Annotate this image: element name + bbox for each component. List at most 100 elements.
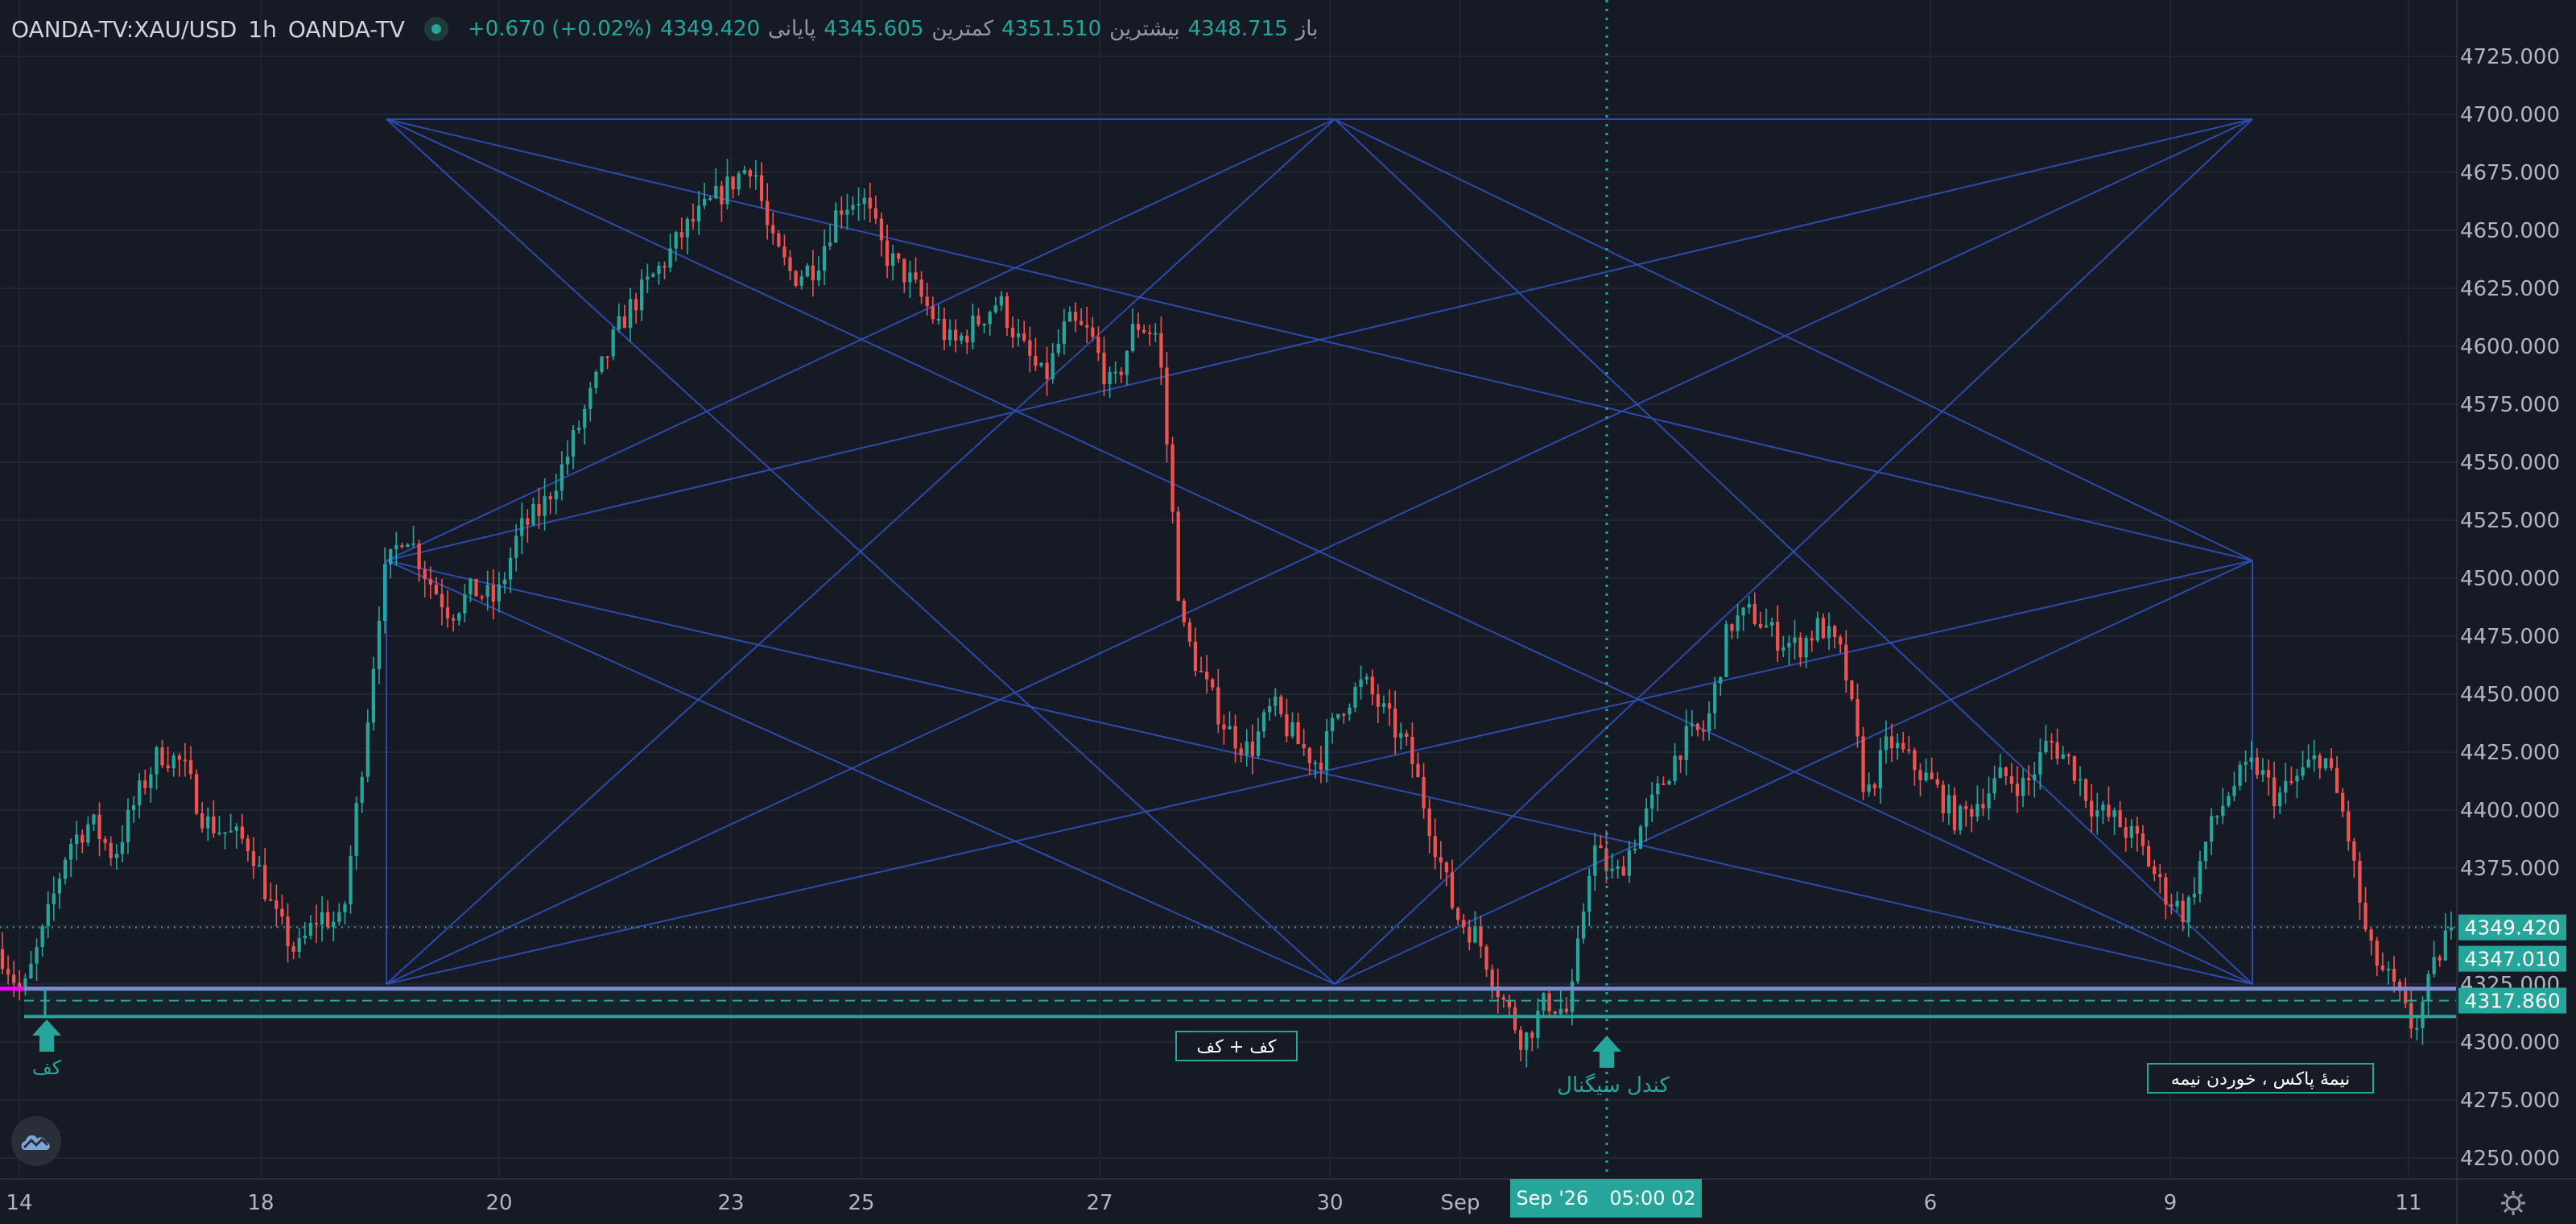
x-tick-label: 9 [2164,1191,2178,1215]
candle-body [23,978,27,989]
candle-body [2443,930,2447,961]
pattern-line [1334,118,2253,561]
candle-body [588,387,592,409]
candle-body [1331,717,1335,731]
y-tick-label: 4375.000 [2460,857,2560,881]
candle-body [1319,763,1323,770]
candle-body [126,810,130,842]
candle-body [611,329,615,357]
candle-body [1684,726,1688,760]
candle-body [748,170,753,176]
candle-body [2438,957,2442,961]
candle-body [1450,872,1455,908]
candle-body [1821,618,1826,639]
candle-body [502,579,507,585]
annotation-box-2: نیمهٔ پاکس ، خوردن نیمه [2147,1063,2374,1094]
settings-gear-icon[interactable] [2499,1189,2528,1218]
candle-body [2021,777,2025,796]
candle-body [1610,868,1614,871]
candle-body [2083,779,2088,801]
candle-body [1080,320,1084,325]
candle-body [1587,875,1591,912]
candle-body [971,315,975,343]
candle-body [1724,624,1728,677]
candle-body [794,271,798,286]
candle-body [777,233,781,247]
candle-body [960,335,964,341]
candle-body [2449,927,2454,931]
candle-body [2415,1028,2419,1030]
candle-body [1130,324,1135,351]
close-label: پایانی [768,17,816,41]
price-label-box [2458,987,2566,1014]
candle-body [1479,926,1483,947]
candle-body [68,844,73,860]
candle-body [1484,946,1488,970]
ohlc-values: باز 4348.715 بیشترین 4351.510 کمترین 434… [468,17,1319,41]
candle-body [2375,941,2379,966]
candle-body [2278,792,2282,807]
candle-body [1005,296,1009,329]
candle-body [1170,444,1174,512]
candle-body [275,900,279,909]
annotation-box-1-text: کف + کف [1197,1037,1277,1057]
candle-body [1907,749,1911,751]
candle-body [485,585,489,597]
symbol-name[interactable]: OANDA-TV:XAU/USD [11,15,237,43]
candle-body [1405,733,1409,737]
candle-body [799,276,803,286]
candle-body [297,938,301,952]
candle-body [417,543,421,569]
candle-body [114,854,118,858]
candle-body [2055,742,2059,759]
candle-body [993,305,997,312]
candle-body [332,921,336,928]
candle-body [1216,687,1220,725]
candle-body [463,594,467,614]
candle-body [1644,808,1649,827]
candle-body [1387,703,1392,709]
candle-body [1165,367,1169,445]
y-tick-label: 4500.000 [2460,567,2560,591]
candle-body [291,945,295,952]
candle-body [406,544,410,548]
candle-body [565,456,570,465]
candle-body [480,596,484,598]
candle-body [1085,325,1089,328]
candle-body [1062,321,1066,345]
candle-body [1593,845,1597,876]
candle-body [1022,333,1026,341]
chart-grid [0,0,2457,1179]
candle-body [1992,778,1996,794]
candle-body [1296,722,1300,744]
candle-body [1599,845,1603,849]
market-status-icon[interactable] [423,17,448,41]
arrow-up-icon [32,1019,61,1052]
candle-body [594,371,598,388]
price-label-text: 4347.010 [2464,948,2560,971]
candle-body [1935,779,1939,785]
candle-body [1518,1030,1523,1050]
candle-body [1205,672,1209,680]
candle-body [1199,671,1203,673]
candle-body [166,765,170,768]
interval-label[interactable]: 1h [248,15,277,43]
candle-body [1776,622,1780,651]
candle-body [1558,1008,1563,1014]
candle-body [251,850,256,866]
candle-body [1575,938,1580,982]
candle-body [286,916,290,946]
candle-body [1690,723,1694,726]
candle-body [1228,726,1232,730]
tradingview-logo-icon[interactable] [11,1116,61,1166]
candle-body [2334,767,2339,793]
candle-body [2227,796,2231,806]
candle-body [1211,679,1215,688]
candle-body [200,813,204,829]
y-tick-label: 4400.000 [2460,799,2560,823]
candle-body [131,805,136,811]
candle-body [1570,981,1575,1012]
candle-body [2038,752,2042,775]
candle-body [737,173,741,190]
